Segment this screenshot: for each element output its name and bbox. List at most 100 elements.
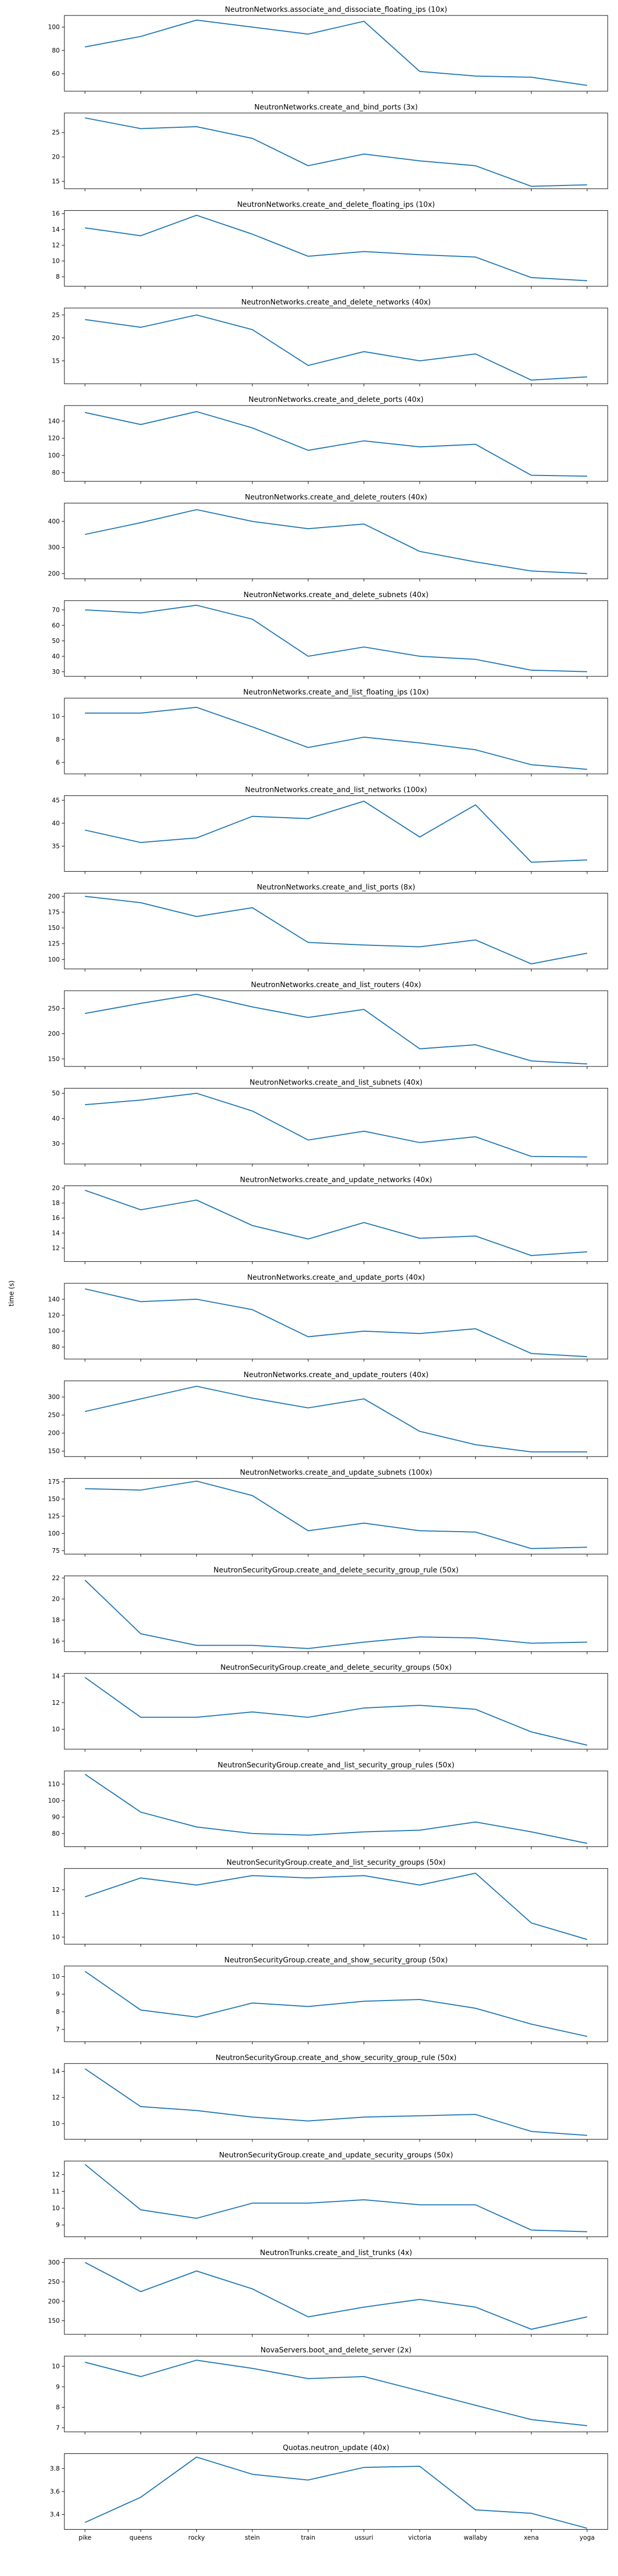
y-tick-label: 12 [52, 1244, 60, 1251]
data-point [531, 1255, 532, 1256]
data-point [531, 1353, 532, 1354]
data-point [364, 1222, 365, 1223]
data-point [140, 2497, 141, 2498]
data-point [364, 1522, 365, 1523]
data-point [364, 154, 365, 155]
subplot: NovaServers.boot_and_delete_server (2x) 7… [52, 2346, 608, 2435]
y-tick-label: 25 [52, 129, 60, 136]
subplot-title: NeutronNetworks.create_and_list_ports (8… [257, 884, 415, 892]
data-point [419, 1999, 420, 2000]
data-point [84, 319, 85, 320]
subplot-title: NeutronNetworks.create_and_update_router… [244, 1371, 428, 1379]
data-point [419, 2466, 420, 2467]
y-tick-label: 80 [52, 1344, 60, 1351]
data-point [587, 769, 588, 770]
y-tick-label: 200 [48, 570, 60, 577]
data-point [587, 573, 588, 574]
subplot-title: NeutronSecurityGroup.create_and_delete_s… [214, 1566, 459, 1574]
data-point [84, 1971, 85, 1972]
data-point [196, 2110, 197, 2111]
y-tick-label: 9 [56, 2222, 60, 2229]
y-tick-label: 125 [48, 1513, 60, 1520]
subplot: NeutronNetworks.create_and_update_subnet… [48, 1469, 608, 1557]
data-point [475, 444, 476, 445]
data-point [531, 2131, 532, 2132]
data-point [364, 2199, 365, 2200]
y-tick-label: 100 [48, 1797, 60, 1804]
subplot-title: NovaServers.boot_and_delete_server (2x) [261, 2346, 411, 2354]
data-point [196, 2218, 197, 2219]
data-point [307, 942, 308, 943]
y-tick-label: 18 [52, 1617, 60, 1624]
data-point [196, 1826, 197, 1827]
y-tick-label: 10 [52, 1973, 60, 1980]
data-point [531, 1732, 532, 1733]
data-point [196, 1481, 197, 1482]
axes-frame [64, 1185, 608, 1262]
axes-frame [64, 405, 608, 482]
y-tick-label: 110 [48, 1781, 60, 1788]
data-point [531, 2024, 532, 2025]
y-tick-label: 100 [48, 24, 60, 31]
series-line [84, 411, 588, 477]
series-line [84, 2164, 588, 2232]
series-line [84, 117, 588, 187]
series-line [84, 20, 588, 86]
y-tick-label: 10 [52, 258, 60, 265]
subplot: NeutronNetworks.create_and_list_subnets … [52, 1078, 608, 1167]
y-tick-label: 50 [52, 637, 60, 645]
data-point [307, 656, 308, 657]
y-tick-label: 120 [48, 1312, 60, 1319]
data-point [252, 1398, 253, 1399]
y-tick-label: 7 [56, 2026, 60, 2033]
data-point [475, 1235, 476, 1236]
data-point [252, 2202, 253, 2204]
data-point [84, 1774, 85, 1775]
series-line [84, 2068, 588, 2136]
data-point [364, 1707, 365, 1708]
data-point [419, 2299, 420, 2300]
data-point [475, 257, 476, 258]
subplot: NeutronNetworks.create_and_update_networ… [52, 1176, 608, 1264]
axes-frame [64, 600, 608, 677]
axes-frame [64, 1673, 608, 1750]
data-point [140, 1811, 141, 1812]
y-tick-label: 9 [56, 2383, 60, 2391]
series-line [84, 604, 588, 672]
subplot-title: Quotas.neutron_update (40x) [283, 2444, 389, 2452]
subplot: NeutronNetworks.create_and_list_floating… [52, 688, 608, 777]
subplot-title: NeutronNetworks.create_and_list_routers … [251, 981, 421, 989]
data-point [419, 1636, 420, 1637]
y-tick-label: 14 [52, 1672, 60, 1680]
data-point [140, 1717, 141, 1718]
axes-frame [64, 15, 608, 92]
subplot: NeutronSecurityGroup.create_and_update_s… [52, 2151, 608, 2240]
y-tick-label: 175 [48, 1478, 60, 1485]
y-tick-label: 30 [52, 668, 60, 675]
data-point [364, 647, 365, 648]
subplot: NeutronTrunks.create_and_list_trunks (4x… [48, 2249, 608, 2337]
data-point [84, 2522, 85, 2523]
y-tick-label: 100 [48, 1530, 60, 1537]
data-point [196, 509, 197, 510]
y-tick-label: 16 [52, 1637, 60, 1645]
data-point [140, 2209, 141, 2210]
data-point [252, 1225, 253, 1226]
y-tick-label: 400 [48, 518, 60, 525]
y-tick-label: 11 [52, 2188, 60, 2195]
axes-frame [64, 1283, 608, 1360]
y-tick-label: 40 [52, 1115, 60, 1122]
data-point [84, 896, 85, 897]
y-tick-label: 10 [52, 713, 60, 720]
series-line [84, 1580, 588, 1649]
y-tick-label: 8 [56, 2008, 60, 2015]
data-point [196, 1386, 197, 1387]
data-point [475, 2307, 476, 2308]
data-point [531, 2513, 532, 2514]
data-point [419, 1048, 420, 1049]
data-point [140, 1003, 141, 1004]
y-tick-label: 12 [52, 1886, 60, 1893]
data-point [475, 1821, 476, 1822]
data-point [531, 77, 532, 78]
